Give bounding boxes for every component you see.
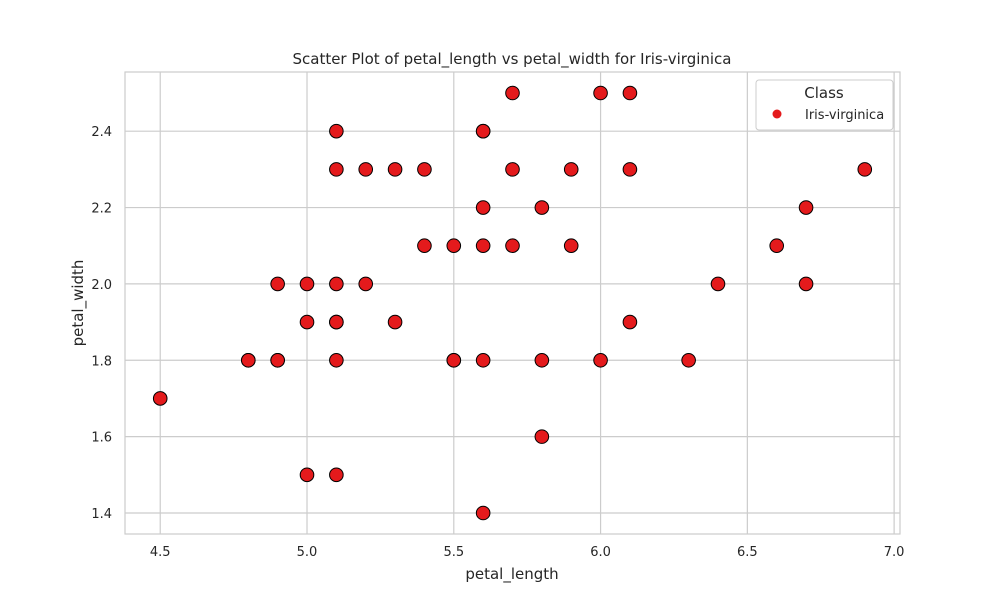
data-point (446, 352, 462, 368)
data-point (622, 314, 638, 330)
data-point (798, 276, 814, 292)
data-point (152, 391, 168, 406)
x-axis-label: petal_length (465, 565, 558, 584)
data-point (593, 85, 608, 101)
y-tick-label: 2.0 (91, 278, 112, 293)
plot-frame (124, 71, 901, 535)
data-point (329, 162, 344, 177)
legend-marker (772, 109, 782, 119)
x-ticks: 4.5 5.0 5.5 6.0 6.5 7.0 (150, 545, 905, 560)
y-tick-label: 1.4 (91, 507, 112, 522)
x-tick-label: 5.5 (443, 545, 464, 560)
data-point (505, 238, 520, 254)
x-tick-label: 6.5 (737, 545, 758, 560)
x-tick-label: 7.0 (884, 545, 905, 560)
data-point (329, 276, 344, 292)
data-point (358, 162, 374, 177)
data-point (417, 162, 432, 177)
data-point (270, 352, 285, 368)
data-point (387, 314, 403, 330)
data-points (152, 85, 873, 521)
data-point (534, 429, 550, 444)
data-point (329, 123, 344, 139)
data-point (563, 162, 579, 177)
legend-title: Class (804, 84, 844, 102)
data-point (475, 505, 491, 521)
data-point (446, 238, 462, 254)
data-point (769, 238, 785, 254)
data-point (475, 238, 491, 254)
data-point (387, 162, 403, 177)
data-point (240, 352, 256, 368)
data-point (622, 85, 638, 101)
y-tick-label: 1.8 (91, 354, 112, 369)
data-point (299, 314, 315, 330)
legend: Class Iris-virginica (755, 79, 894, 131)
data-point (798, 200, 814, 215)
legend-entry-iris-virginica: Iris-virginica (805, 108, 884, 123)
data-point (299, 467, 315, 483)
x-tick-label: 4.5 (150, 545, 171, 560)
chart-title: Scatter Plot of petal_length vs petal_wi… (292, 50, 731, 69)
data-point (622, 162, 638, 177)
y-tick-label: 2.2 (91, 202, 112, 217)
data-point (534, 352, 550, 368)
data-point (329, 467, 344, 483)
y-tick-label: 1.6 (91, 431, 112, 446)
data-point (329, 314, 344, 330)
data-point (857, 162, 873, 177)
data-point (299, 276, 315, 292)
data-point (475, 200, 491, 215)
data-point (710, 276, 726, 292)
x-tick-label: 6.0 (590, 545, 611, 560)
grid (125, 72, 900, 534)
data-point (329, 352, 344, 368)
legend-box (755, 79, 894, 131)
data-point (593, 352, 608, 368)
data-point (505, 162, 520, 177)
y-axis-label: petal_width (69, 260, 88, 347)
data-point (563, 238, 579, 254)
data-point (534, 200, 550, 215)
y-tick-label: 2.4 (91, 125, 112, 140)
data-point (681, 352, 696, 368)
data-point (475, 123, 491, 139)
data-point (270, 276, 285, 292)
data-point (475, 352, 491, 368)
y-ticks: 1.4 1.6 1.8 2.0 2.2 2.4 (91, 125, 112, 522)
x-tick-label: 5.0 (297, 545, 318, 560)
data-point (505, 85, 520, 101)
data-point (417, 238, 432, 254)
data-point (358, 276, 374, 292)
